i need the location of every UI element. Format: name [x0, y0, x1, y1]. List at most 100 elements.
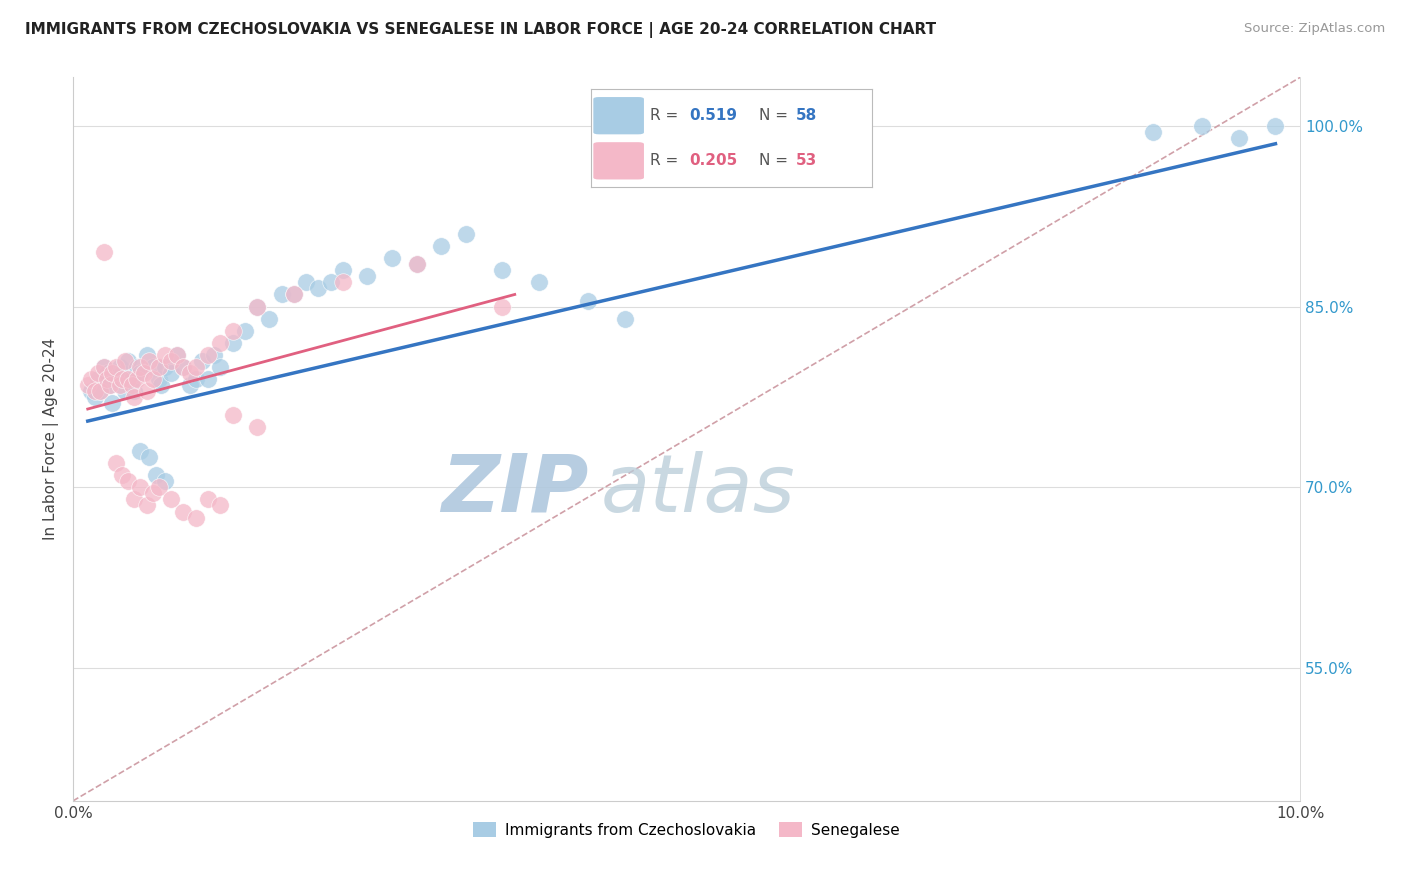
Point: [135, 348, 157, 362]
Point: [172, 359, 194, 374]
Point: [209, 359, 232, 374]
Point: [153, 359, 176, 374]
Point: [197, 492, 219, 507]
Point: [96, 366, 118, 380]
Point: [491, 300, 513, 314]
Point: [117, 372, 139, 386]
Point: [114, 353, 136, 368]
Text: 53: 53: [796, 153, 817, 169]
Point: [98, 378, 121, 392]
Point: [86, 366, 108, 380]
Point: [124, 492, 146, 507]
Point: [160, 366, 183, 380]
Point: [121, 372, 143, 386]
Point: [1142, 125, 1164, 139]
Point: [93, 359, 115, 374]
Point: [148, 372, 170, 386]
Point: [98, 378, 121, 392]
Point: [332, 276, 354, 290]
Point: [138, 353, 160, 368]
Point: [381, 252, 404, 266]
Point: [209, 499, 232, 513]
Point: [125, 359, 148, 374]
Point: [96, 372, 118, 386]
Point: [221, 324, 243, 338]
Point: [160, 353, 183, 368]
Point: [233, 324, 256, 338]
Point: [129, 444, 152, 458]
Point: [405, 257, 427, 271]
Point: [319, 276, 342, 290]
Point: [270, 287, 292, 301]
Point: [124, 390, 146, 404]
Point: [89, 384, 111, 398]
Point: [93, 245, 115, 260]
Point: [307, 281, 329, 295]
Point: [179, 366, 201, 380]
Point: [221, 408, 243, 422]
Point: [111, 372, 134, 386]
Point: [202, 348, 225, 362]
Text: N =: N =: [759, 153, 793, 169]
Point: [184, 372, 207, 386]
Point: [430, 239, 453, 253]
Point: [129, 366, 152, 380]
FancyBboxPatch shape: [593, 97, 644, 135]
Point: [124, 384, 146, 398]
Point: [405, 257, 427, 271]
Text: R =: R =: [650, 108, 683, 123]
Point: [221, 335, 243, 350]
Text: R =: R =: [650, 153, 683, 169]
Text: 58: 58: [796, 108, 817, 123]
Point: [246, 300, 269, 314]
Point: [454, 227, 477, 242]
Point: [153, 475, 176, 489]
Point: [191, 353, 214, 368]
Point: [1264, 119, 1286, 133]
Point: [104, 359, 127, 374]
Point: [166, 348, 188, 362]
Point: [138, 450, 160, 465]
Point: [295, 276, 318, 290]
Point: [76, 378, 98, 392]
Point: [84, 390, 107, 404]
Point: [86, 372, 108, 386]
Text: Source: ZipAtlas.com: Source: ZipAtlas.com: [1244, 22, 1385, 36]
Point: [283, 287, 305, 301]
Text: atlas: atlas: [600, 450, 796, 529]
Point: [576, 293, 599, 308]
Text: 0.205: 0.205: [689, 153, 737, 169]
Point: [150, 378, 173, 392]
Point: [142, 372, 165, 386]
Point: [197, 348, 219, 362]
Point: [142, 486, 165, 500]
Point: [356, 269, 378, 284]
Point: [1227, 130, 1250, 145]
Text: N =: N =: [759, 108, 793, 123]
Point: [332, 263, 354, 277]
Point: [108, 359, 131, 374]
Point: [197, 372, 219, 386]
Y-axis label: In Labor Force | Age 20-24: In Labor Force | Age 20-24: [44, 338, 59, 541]
Point: [148, 359, 170, 374]
Point: [84, 384, 107, 398]
Point: [184, 359, 207, 374]
Point: [179, 378, 201, 392]
Point: [135, 384, 157, 398]
Point: [209, 335, 232, 350]
Point: [111, 468, 134, 483]
Point: [121, 378, 143, 392]
Point: [172, 504, 194, 518]
Point: [129, 359, 152, 374]
Point: [283, 287, 305, 301]
Point: [172, 359, 194, 374]
FancyBboxPatch shape: [593, 142, 644, 179]
Point: [80, 384, 103, 398]
Point: [101, 366, 124, 380]
Point: [160, 492, 183, 507]
Point: [114, 384, 136, 398]
Point: [108, 378, 131, 392]
Point: [1191, 119, 1213, 133]
Point: [529, 276, 551, 290]
Text: IMMIGRANTS FROM CZECHOSLOVAKIA VS SENEGALESE IN LABOR FORCE | AGE 20-24 CORRELAT: IMMIGRANTS FROM CZECHOSLOVAKIA VS SENEGA…: [25, 22, 936, 38]
